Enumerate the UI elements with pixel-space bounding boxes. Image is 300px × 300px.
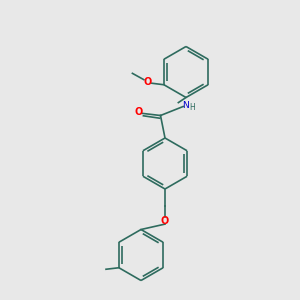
Text: O: O [161, 215, 169, 226]
Text: O: O [143, 77, 152, 87]
Text: N: N [182, 100, 189, 109]
Text: O: O [135, 107, 143, 117]
Text: H: H [189, 103, 195, 112]
